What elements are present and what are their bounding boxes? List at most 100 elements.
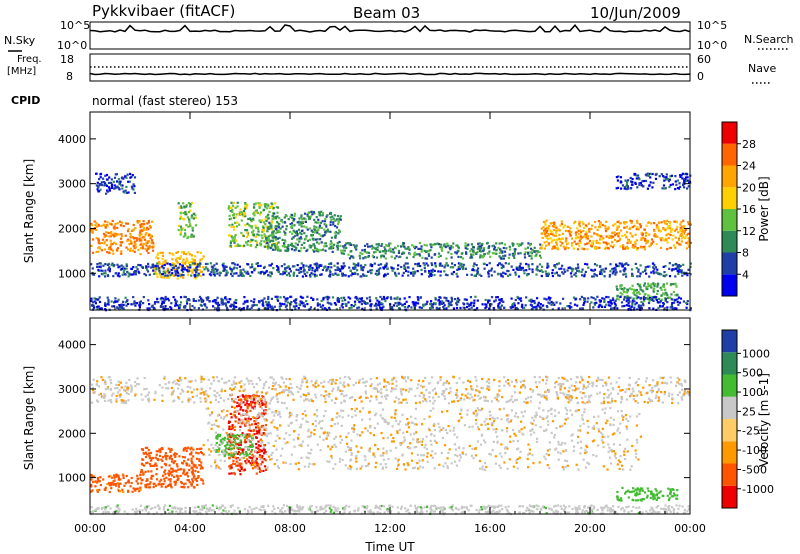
data-cell xyxy=(457,249,460,252)
data-cell xyxy=(383,274,386,277)
data-cell xyxy=(574,233,578,236)
data-cell xyxy=(293,234,297,238)
data-cell xyxy=(645,286,648,289)
data-cell xyxy=(652,283,655,286)
data-cell xyxy=(254,209,257,212)
data-cell xyxy=(439,254,442,257)
data-cell xyxy=(123,269,126,272)
data-cell xyxy=(666,306,669,309)
data-cell xyxy=(345,246,348,249)
data-cell xyxy=(213,264,216,267)
data-cell xyxy=(658,272,661,275)
data-cell xyxy=(515,266,518,269)
data-cell xyxy=(116,180,119,183)
data-cell xyxy=(381,254,384,257)
data-cell xyxy=(256,400,260,403)
data-cell xyxy=(250,445,253,448)
data-cell xyxy=(482,254,485,257)
data-cell xyxy=(166,274,169,277)
data-cell xyxy=(260,433,263,437)
data-cell xyxy=(500,266,503,269)
data-cell xyxy=(207,296,210,299)
data-cell xyxy=(664,291,667,294)
data-cell xyxy=(120,250,123,253)
data-cell xyxy=(677,272,680,275)
data-cell xyxy=(141,225,144,228)
data-cell xyxy=(672,234,675,237)
data-cell xyxy=(167,447,170,450)
data-cell xyxy=(423,243,426,247)
data-cell xyxy=(531,268,534,271)
data-cell xyxy=(181,251,184,254)
data-cell xyxy=(262,413,266,416)
data-cell xyxy=(626,297,629,300)
data-cell xyxy=(323,233,326,237)
data-cell xyxy=(378,302,381,305)
data-cell xyxy=(267,304,270,307)
data-cell xyxy=(521,266,524,269)
data-cell xyxy=(240,448,243,451)
data-cell xyxy=(251,265,254,268)
data-cell xyxy=(438,264,441,267)
data-cell xyxy=(676,179,680,182)
data-cell xyxy=(659,230,662,233)
data-cell xyxy=(161,305,164,308)
data-cell xyxy=(687,240,690,243)
data-cell xyxy=(678,182,681,185)
data-cell xyxy=(332,246,335,249)
data-cell xyxy=(287,265,290,268)
data-cell xyxy=(142,243,146,246)
data-cell xyxy=(135,480,138,483)
data-cell xyxy=(631,284,634,287)
data-cell xyxy=(578,232,582,236)
data-cell xyxy=(246,299,249,302)
data-cell xyxy=(318,224,322,227)
data-cell xyxy=(101,269,104,272)
data-cell xyxy=(484,298,487,302)
data-cell xyxy=(558,267,561,270)
data-cell xyxy=(393,257,397,260)
data-cell xyxy=(456,244,459,247)
data-cell xyxy=(500,298,503,301)
data-cell xyxy=(244,418,247,421)
data-cell xyxy=(227,421,230,424)
data-cell xyxy=(644,237,647,240)
data-cell xyxy=(670,303,673,306)
data-cell xyxy=(94,485,97,488)
data-cell xyxy=(561,237,564,240)
data-cell xyxy=(527,251,530,254)
data-cell xyxy=(662,292,665,295)
data-cell xyxy=(263,451,266,454)
data-cell xyxy=(303,241,306,245)
data-cell xyxy=(544,270,547,273)
data-cell xyxy=(625,275,628,278)
data-cell xyxy=(325,215,328,218)
data-cell xyxy=(627,304,630,307)
data-cell xyxy=(106,221,109,224)
data-cell xyxy=(182,270,185,273)
data-cell xyxy=(119,304,122,307)
data-cell xyxy=(187,479,190,482)
data-cell xyxy=(102,232,106,235)
data-cell xyxy=(648,184,651,187)
data-cell xyxy=(246,305,249,308)
data-cell xyxy=(508,245,511,248)
data-cell xyxy=(277,241,280,244)
data-cell xyxy=(236,243,239,246)
data-cell xyxy=(125,299,129,303)
data-cell xyxy=(176,274,179,277)
data-cell xyxy=(139,487,142,490)
data-cell xyxy=(339,215,342,218)
data-cell xyxy=(241,452,245,455)
data-cell xyxy=(380,244,383,247)
data-cell xyxy=(354,303,357,306)
data-cell xyxy=(247,403,250,406)
data-cell xyxy=(180,228,183,231)
data-cell xyxy=(179,231,182,234)
data-cell xyxy=(636,247,639,250)
data-cell xyxy=(264,409,268,412)
data-cell xyxy=(558,229,561,232)
data-cell xyxy=(664,265,667,268)
data-cell xyxy=(499,307,502,310)
data-cell xyxy=(666,241,669,244)
